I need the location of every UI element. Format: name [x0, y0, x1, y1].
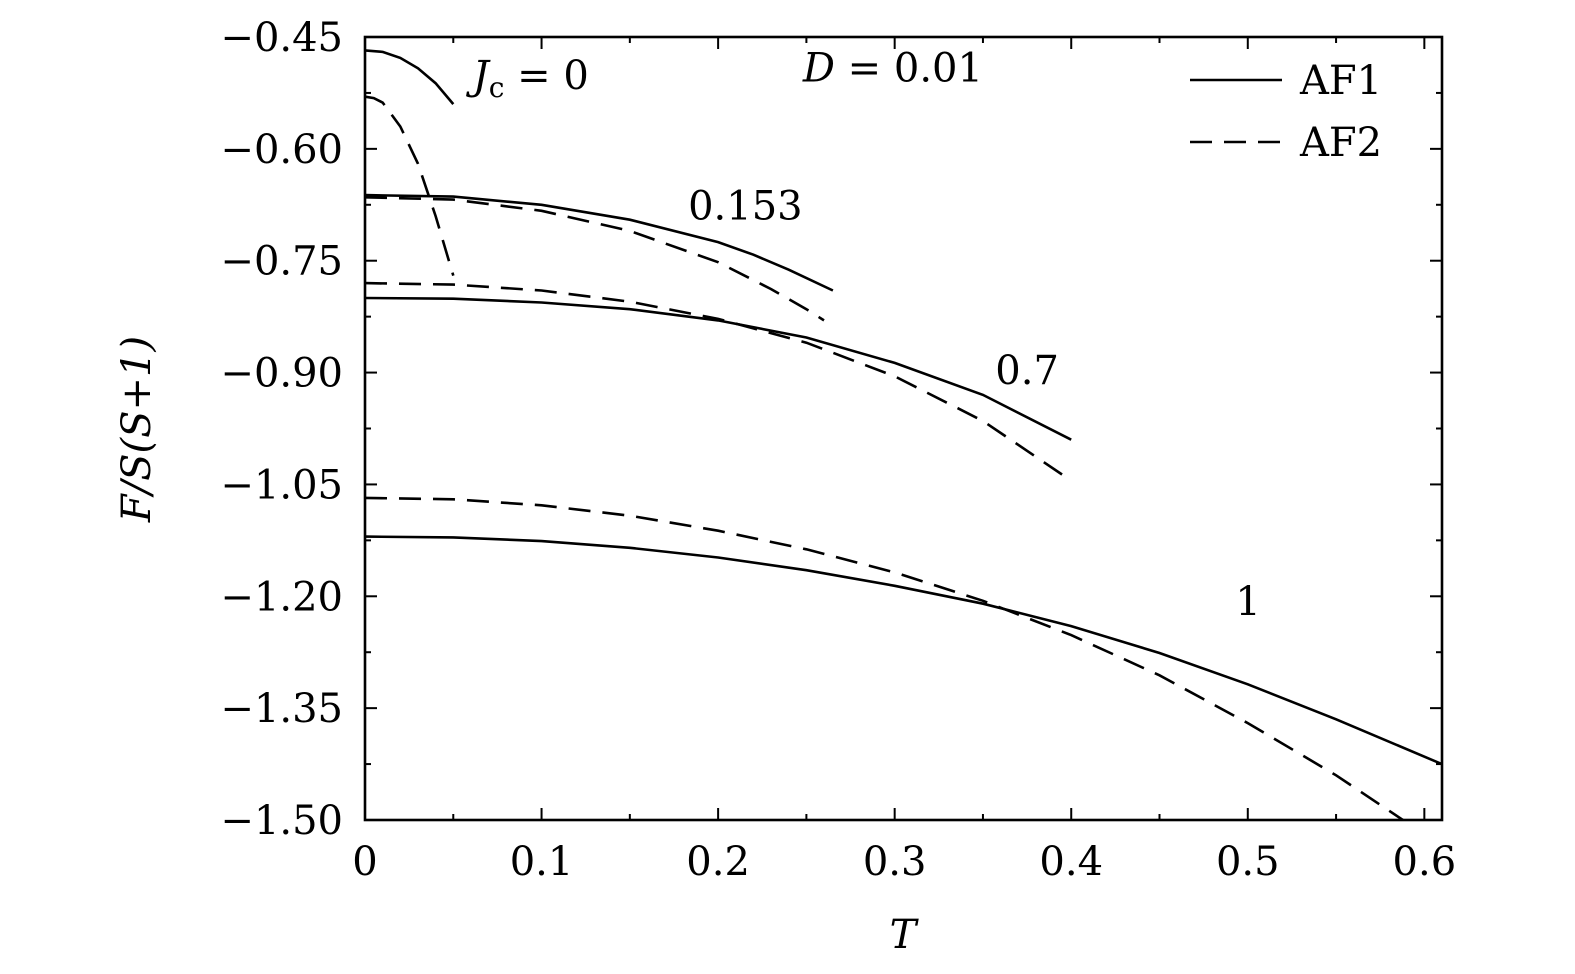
- annotations: Jc = 0 D = 0.01 0.153 0.7 1: [466, 46, 1261, 625]
- series-af2-1: [365, 496, 1406, 820]
- series-af2-0-7: [365, 281, 1072, 482]
- y-tick-label: −0.75: [220, 239, 343, 285]
- x-tick-label: 0.6: [1393, 839, 1457, 885]
- y-tick-label: −0.60: [220, 127, 343, 173]
- annotation-label: 0.7: [995, 348, 1059, 394]
- y-tick-label: −1.50: [220, 798, 343, 844]
- y-tick-label: −0.45: [220, 15, 343, 61]
- y-tick-label: −1.20: [220, 574, 343, 620]
- x-tick-label: 0.1: [510, 839, 574, 885]
- y-axis-title: F/S(S+1): [114, 336, 160, 523]
- series-af1-0-7: [365, 296, 1072, 441]
- x-tick-label: 0.3: [863, 839, 927, 885]
- axis-ticks: 0 0.1 0.2 0.3 0.4 0.5 0.6 −0.45 −0.60 −0.75 −0.90 −…: [220, 15, 1456, 885]
- plot-frame: [363, 35, 1444, 822]
- series-af2-jc-0: [365, 95, 455, 276]
- annotation-label: 0.153: [688, 184, 803, 230]
- y-tick-label: −1.05: [220, 462, 343, 508]
- series-af2-0-153: [365, 196, 825, 322]
- x-tick-label: 0.5: [1216, 839, 1280, 885]
- legend-label-af1: AF1: [1299, 58, 1382, 104]
- x-tick-label: 0.4: [1039, 839, 1103, 885]
- x-tick-label: 0.2: [686, 839, 750, 885]
- y-tick-label: −1.35: [220, 686, 343, 732]
- y-tick-label: −0.90: [220, 351, 343, 397]
- series-af1-1: [365, 535, 1442, 766]
- series-af1-jc-0: [365, 49, 455, 105]
- chart-marks: [365, 49, 1442, 820]
- annotation-label: D = 0.01: [802, 46, 983, 92]
- legend-label-af2: AF2: [1299, 120, 1382, 166]
- annotation-label: 1: [1235, 579, 1260, 625]
- x-tick-label: 0: [352, 839, 377, 885]
- x-axis-title: T: [890, 912, 920, 958]
- series-af1-0-153: [365, 193, 834, 292]
- annotation-label: Jc = 0: [466, 53, 589, 104]
